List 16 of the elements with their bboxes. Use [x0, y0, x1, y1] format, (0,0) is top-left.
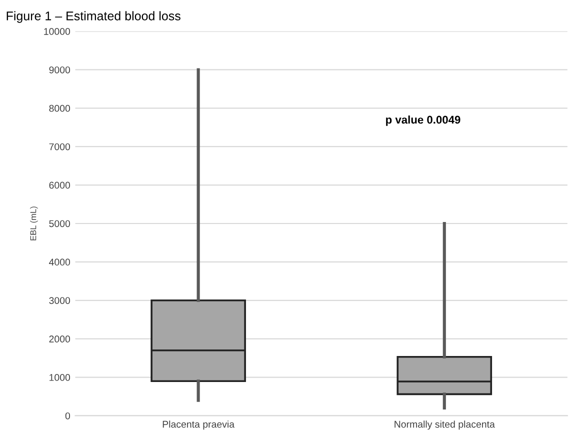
y-tick-label: 6000: [49, 182, 70, 189]
x-tick-label: Placenta praevia: [162, 420, 235, 430]
annotation: p value 0.0049: [386, 116, 460, 126]
y-tick-label: 8000: [49, 104, 70, 112]
x-tick-label: Normally sited placenta: [394, 420, 495, 430]
y-axis-title: EBL (mL): [30, 206, 38, 240]
y-tick-label: 9000: [49, 66, 70, 74]
y-tick-label: 4000: [49, 258, 70, 266]
y-tick-label: 2000: [49, 336, 70, 342]
y-tick-label: 7000: [49, 143, 70, 150]
y-tick-label: 3000: [49, 297, 70, 304]
y-tick-label: 0: [65, 412, 70, 420]
chart-title: Figure 1 – Estimated blood loss: [6, 11, 180, 23]
y-tick-label: 1000: [50, 374, 70, 381]
y-tick-label: 10000: [44, 28, 70, 35]
y-tick-label: 5000: [49, 220, 70, 228]
